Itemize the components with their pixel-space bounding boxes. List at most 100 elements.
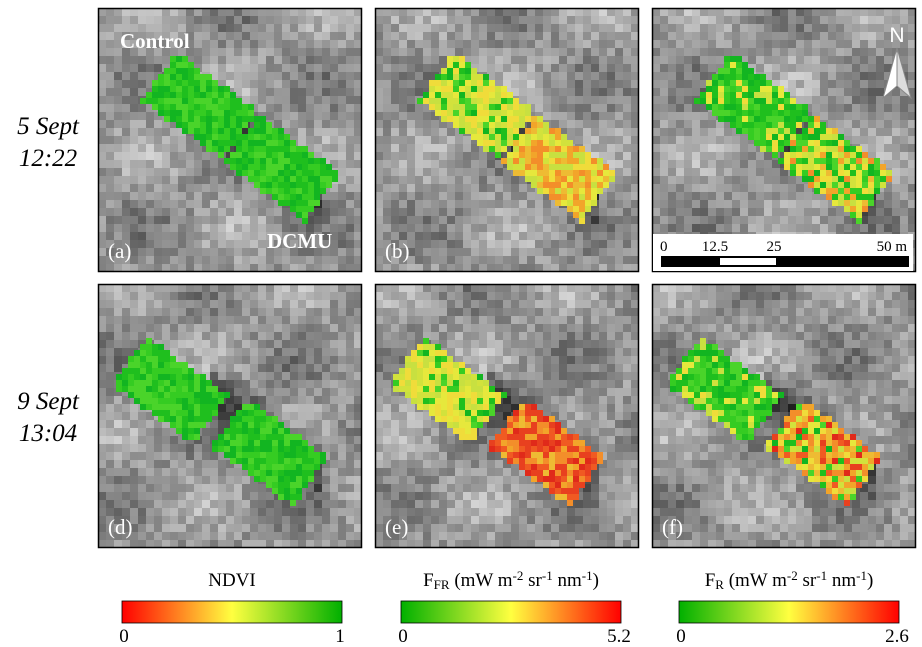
background-pixel — [114, 96, 122, 104]
background-pixel — [455, 32, 463, 40]
field-pixel — [176, 86, 182, 92]
background-pixel — [391, 80, 399, 88]
background-pixel — [599, 24, 607, 32]
background-pixel — [684, 24, 692, 32]
background-pixel — [258, 292, 266, 300]
background-pixel — [684, 112, 692, 120]
field-pixel — [194, 110, 200, 116]
background-pixel — [607, 112, 615, 120]
field-pixel — [495, 110, 501, 116]
background-pixel — [106, 308, 114, 316]
field-pixel — [164, 92, 170, 98]
background-pixel — [242, 96, 250, 104]
background-pixel — [314, 128, 322, 136]
background-pixel — [407, 136, 415, 144]
background-pixel — [218, 224, 226, 232]
background-pixel — [692, 208, 700, 216]
field-pixel — [796, 164, 802, 170]
background-pixel — [756, 184, 764, 192]
background-pixel — [660, 192, 668, 200]
background-pixel — [615, 24, 623, 32]
background-pixel — [487, 176, 495, 184]
background-pixel — [660, 168, 668, 176]
background-pixel — [479, 216, 487, 224]
field-pixel — [856, 152, 862, 158]
background-pixel — [519, 232, 527, 240]
field-pixel — [844, 206, 850, 212]
field-pixel — [802, 164, 808, 170]
background-pixel — [876, 64, 884, 72]
background-pixel — [266, 316, 274, 324]
background-pixel — [186, 532, 194, 540]
field-pixel — [242, 140, 248, 146]
background-pixel — [415, 152, 423, 160]
background-pixel — [575, 240, 583, 248]
field-pixel — [549, 146, 555, 152]
background-pixel — [820, 40, 828, 48]
background-pixel — [146, 64, 154, 72]
field-pixel — [814, 188, 820, 194]
background-pixel — [130, 208, 138, 216]
background-pixel — [202, 332, 210, 340]
field-pixel — [284, 164, 290, 170]
background-pixel — [122, 292, 130, 300]
field-pixel — [742, 62, 748, 68]
background-pixel — [330, 200, 338, 208]
background-pixel — [290, 112, 298, 120]
field-pixel — [525, 152, 531, 158]
background-pixel — [210, 468, 218, 476]
background-pixel — [431, 16, 439, 24]
field-pixel — [784, 140, 790, 146]
field-pixel — [308, 182, 314, 188]
background-pixel — [684, 16, 692, 24]
background-pixel — [583, 120, 591, 128]
background-pixel — [684, 64, 692, 72]
background-pixel — [732, 208, 740, 216]
background-pixel — [138, 88, 146, 96]
background-pixel — [170, 192, 178, 200]
background-pixel — [242, 184, 250, 192]
field-pixel — [224, 128, 230, 134]
field-pixel — [483, 104, 489, 110]
background-pixel — [106, 500, 114, 508]
field-pixel — [507, 140, 513, 146]
field-pixel — [694, 98, 700, 104]
background-pixel — [154, 460, 162, 468]
field-pixel — [254, 170, 260, 176]
background-pixel — [660, 56, 668, 64]
background-pixel — [575, 104, 583, 112]
background-pixel — [591, 80, 599, 88]
field-pixel — [561, 152, 567, 158]
field-pixel — [766, 140, 772, 146]
background-pixel — [138, 420, 146, 428]
background-pixel — [242, 56, 250, 64]
background-pixel — [399, 128, 407, 136]
background-pixel — [138, 492, 146, 500]
background-pixel — [154, 484, 162, 492]
background-pixel — [138, 144, 146, 152]
field-pixel — [302, 188, 308, 194]
field-pixel — [236, 134, 242, 140]
background-pixel — [559, 248, 567, 256]
background-pixel — [306, 120, 314, 128]
field-pixel — [176, 110, 182, 116]
background-pixel — [194, 516, 202, 524]
background-pixel — [242, 500, 250, 508]
field-pixel — [790, 128, 796, 134]
field-pixel — [766, 146, 772, 152]
background-pixel — [114, 168, 122, 176]
field-pixel — [206, 128, 212, 134]
background-pixel — [407, 56, 415, 64]
background-pixel — [130, 492, 138, 500]
background-pixel — [391, 176, 399, 184]
background-pixel — [599, 40, 607, 48]
background-pixel — [234, 332, 242, 340]
background-pixel — [322, 16, 330, 24]
background-pixel — [250, 96, 258, 104]
field-pixel — [838, 158, 844, 164]
background-pixel — [383, 88, 391, 96]
background-pixel — [282, 256, 290, 264]
background-pixel — [623, 24, 631, 32]
background-pixel — [527, 56, 535, 64]
background-pixel — [623, 88, 631, 96]
